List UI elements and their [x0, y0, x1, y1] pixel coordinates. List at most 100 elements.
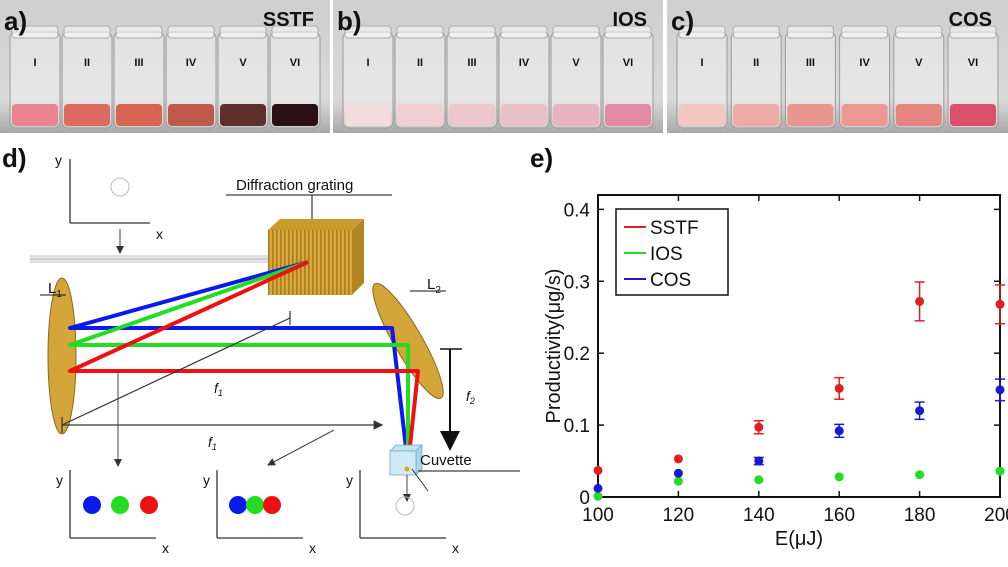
- cuvette: [389, 444, 423, 476]
- legend: SSTF IOS COS: [615, 208, 729, 296]
- svg-text:x: x: [452, 540, 459, 556]
- spot-red: [263, 496, 281, 514]
- data-point: [754, 422, 764, 432]
- inset-axes-input: y x: [55, 152, 163, 242]
- data-point: [754, 456, 764, 466]
- vial: VI: [947, 25, 999, 129]
- vial-label: II: [417, 57, 423, 69]
- data-point: [995, 299, 1005, 309]
- svg-text:y: y: [56, 472, 63, 488]
- x-tick-label: 180: [904, 505, 936, 526]
- data-point: [673, 476, 683, 486]
- vial-label: II: [84, 57, 90, 69]
- focused-spot: [395, 496, 415, 516]
- vial: I: [676, 25, 728, 129]
- photo-panel-title: COS: [949, 9, 992, 31]
- spot-green: [246, 496, 264, 514]
- x-tick-label: 160: [823, 505, 855, 526]
- x-tick-label: 120: [663, 505, 695, 526]
- y-tick-label: 0: [579, 488, 590, 509]
- photo-panel-title: SSTF: [263, 9, 314, 31]
- photo-panel-a: I II III IV V VI a) SSTF: [0, 0, 330, 133]
- input-beam-spot: [110, 177, 130, 197]
- vial: IV: [839, 25, 891, 129]
- diffraction-grating: [268, 219, 364, 295]
- series-ios: [593, 466, 1005, 501]
- vial: I: [9, 25, 61, 129]
- x-tick-label: 140: [743, 505, 775, 526]
- data-point: [834, 426, 844, 436]
- inset-axes-after-l1: y x: [56, 470, 169, 556]
- svg-text:x: x: [156, 226, 163, 242]
- y-tick-label: 0.2: [564, 344, 590, 365]
- spot-red: [140, 496, 158, 514]
- data-point: [834, 472, 844, 482]
- vial: III: [784, 25, 836, 129]
- vial-label: V: [572, 57, 580, 69]
- svg-text:y: y: [203, 472, 210, 488]
- vial-label: IV: [186, 57, 197, 69]
- vial: VI: [602, 25, 654, 129]
- y-tick-label: 0.4: [564, 200, 591, 221]
- inset-axes-focus: y x: [346, 470, 459, 556]
- data-point: [673, 454, 683, 464]
- spot-green: [111, 496, 129, 514]
- vial-label: VI: [968, 57, 978, 69]
- photo-panel-b: I II III IV V VI b) IOS: [333, 0, 663, 133]
- data-point: [915, 296, 925, 306]
- vial-label: I: [33, 57, 36, 69]
- y-tick-label: 0.3: [564, 272, 590, 293]
- photo-panel-title: IOS: [613, 9, 647, 31]
- y-tick-label: 0.1: [564, 416, 590, 437]
- data-point: [834, 383, 844, 393]
- vial: III: [446, 25, 498, 129]
- vial-label: I: [700, 57, 703, 69]
- photo-panel-letter: c): [671, 6, 694, 36]
- vial: V: [893, 25, 945, 129]
- data-point: [673, 468, 683, 478]
- vial: II: [61, 25, 113, 129]
- productivity-chart: e) 100 120 140 160 180 200 0 0.1 0.2 0.3 0.4 E(μJ) P…: [530, 143, 1008, 550]
- spot-blue: [229, 496, 247, 514]
- f1-label-upper: f1: [214, 380, 223, 398]
- vial-label: III: [467, 57, 476, 69]
- x-tick-label: 100: [582, 505, 614, 526]
- data-point: [593, 483, 603, 493]
- f1-label-lower: f1: [208, 434, 217, 452]
- chart-panel-letter: e): [530, 143, 553, 173]
- vial-label: III: [806, 57, 815, 69]
- optical-setup-diagram: d) y x Diffraction grating L1 L2 f1: [2, 143, 520, 556]
- svg-text:y: y: [346, 472, 353, 488]
- series-sstf: [593, 281, 1005, 475]
- vial-label: I: [366, 57, 369, 69]
- vial-label: V: [239, 57, 247, 69]
- data-point: [593, 465, 603, 475]
- data-point: [915, 406, 925, 416]
- vial: III: [113, 25, 165, 129]
- vial: II: [730, 25, 782, 129]
- vial-label: VI: [290, 57, 300, 69]
- vial: I: [342, 25, 394, 129]
- vial: V: [550, 25, 602, 129]
- legend-label: IOS: [650, 244, 683, 265]
- data-point: [593, 491, 603, 501]
- vial: V: [217, 25, 269, 129]
- vial: II: [394, 25, 446, 129]
- svg-text:x: x: [309, 540, 316, 556]
- svg-text:y: y: [55, 152, 62, 168]
- photo-panel-letter: b): [337, 6, 362, 36]
- spot-blue: [83, 496, 101, 514]
- diffracted-beams: [68, 260, 420, 466]
- y-axis-label: Productivity(μg/s): [543, 269, 565, 424]
- legend-label: SSTF: [650, 218, 699, 239]
- lens-l2-label: L2: [427, 276, 441, 296]
- x-axis-label: E(μJ): [775, 528, 823, 550]
- cuvette-label: Cuvette: [420, 452, 472, 469]
- vial: IV: [498, 25, 550, 129]
- f2-label: f2: [466, 388, 475, 406]
- vial-label: V: [915, 57, 923, 69]
- vial-label: II: [753, 57, 759, 69]
- legend-label: COS: [650, 270, 691, 291]
- grating-label: Diffraction grating: [236, 177, 353, 194]
- vial-label: IV: [859, 57, 870, 69]
